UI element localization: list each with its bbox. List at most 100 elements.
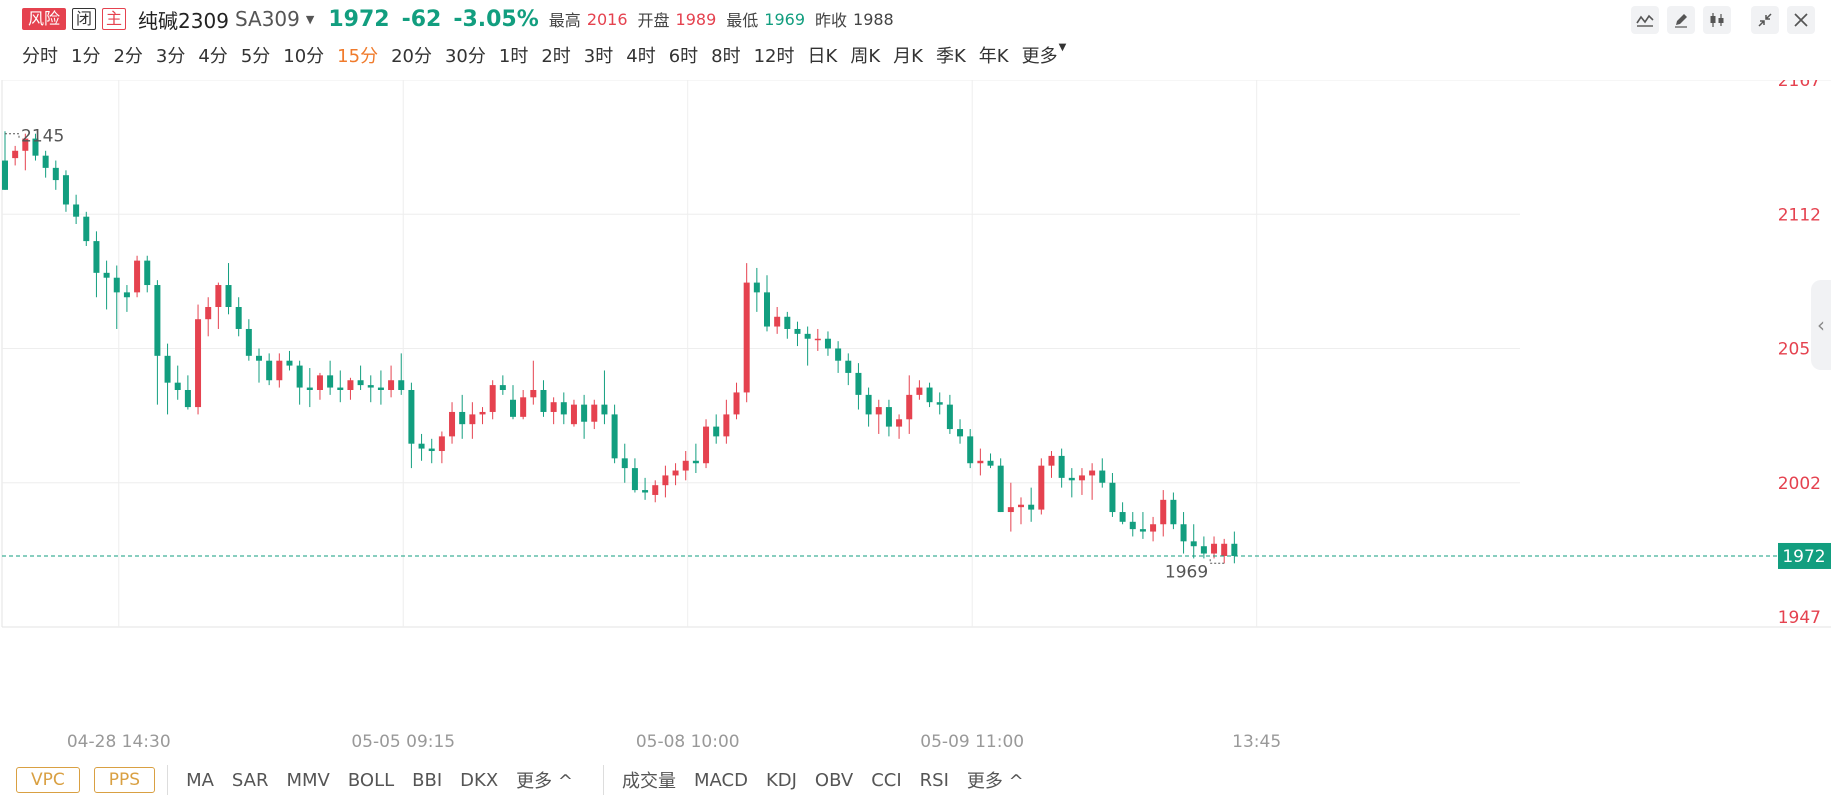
candle-body[interactable] [1109,482,1116,513]
candle-body[interactable] [672,470,679,476]
candle-body[interactable] [885,407,892,427]
candle-body[interactable] [316,375,323,390]
period-8[interactable]: 20分 [391,46,432,67]
main-indicator-mmv[interactable]: MMV [286,769,330,791]
candle-body[interactable] [184,389,191,408]
candle-body[interactable] [1078,475,1085,481]
candle-body[interactable] [723,414,730,437]
candle-body[interactable] [377,387,384,390]
pencil-icon[interactable] [1667,6,1695,34]
candle-body[interactable] [936,402,943,405]
collapse-icon[interactable] [1751,6,1779,34]
candle-body[interactable] [845,360,852,373]
candle-body[interactable] [195,319,202,408]
sub-indicator-3[interactable]: OBV [814,769,854,791]
period-4[interactable]: 4分 [198,46,228,67]
candle-body[interactable] [1038,465,1045,510]
candle-body[interactable] [1231,543,1238,556]
sub-indicator-1[interactable]: MACD [693,769,748,791]
candle-body[interactable] [276,360,283,381]
candle-body[interactable] [215,285,222,308]
kline-chart[interactable]: 2167 2112 2057 2002 1947 04-28 14:30 05-05 09:… [0,80,1831,756]
candle-body[interactable] [1150,524,1157,532]
candle-body[interactable] [12,150,19,159]
candle-body[interactable] [946,404,953,430]
candle-body[interactable] [692,460,699,464]
period-11[interactable]: 2时 [541,46,571,67]
period-20[interactable]: 季K [935,46,966,67]
candle-body[interactable] [337,387,344,390]
candle-body[interactable] [1089,470,1096,476]
candle-body[interactable] [205,307,212,320]
candle-body[interactable] [1180,524,1187,542]
candle-body[interactable] [1048,455,1055,466]
candle-body[interactable] [327,375,334,388]
candle-body[interactable] [713,426,720,437]
candle-body[interactable] [957,429,964,437]
candle-body[interactable] [42,155,49,168]
candle-body[interactable] [22,138,29,151]
main-indicator-dkx[interactable]: DKX [460,769,499,791]
candle-body[interactable] [357,380,364,386]
candle-body[interactable] [916,387,923,395]
period-9[interactable]: 30分 [444,46,486,67]
candle-body[interactable] [408,389,415,444]
candle-body[interactable] [174,382,181,390]
period-12[interactable]: 3时 [583,46,614,67]
candle-body[interactable] [225,285,232,308]
candle-body[interactable] [824,338,831,349]
candle-body[interactable] [1119,512,1126,522]
candle-body[interactable] [1211,543,1218,554]
sub-indicator-5[interactable]: RSI [919,769,949,791]
candle-body[interactable] [286,360,293,366]
candle-body[interactable] [784,316,791,329]
period-17[interactable]: 日K [807,46,838,67]
candle-body[interactable] [144,260,151,286]
close-icon[interactable] [1787,6,1815,34]
candle-body[interactable] [530,389,537,398]
period-6[interactable]: 10分 [283,46,325,67]
candle-body[interactable] [570,404,577,425]
candle-body[interactable] [1170,499,1177,525]
main-indicator-sar[interactable]: SAR [231,769,269,791]
candle-body[interactable] [438,436,445,452]
candle-body[interactable] [398,380,405,390]
candlestick-icon[interactable] [1703,6,1731,34]
candle-body[interactable] [743,282,750,393]
sub-indicator-more[interactable]: 更多 ^ [966,771,1024,792]
period-7[interactable]: 15分 [337,46,379,67]
period-14[interactable]: 6时 [668,46,699,67]
candle-body[interactable] [1099,470,1106,483]
sub-indicator-2[interactable]: KDJ [765,769,797,791]
candle-body[interactable] [764,292,770,327]
candle-body[interactable] [540,389,547,412]
main-button-vpc[interactable]: VPC [16,767,80,793]
candle-body[interactable] [367,385,374,388]
candle-body[interactable] [601,404,608,415]
candle-body[interactable] [134,260,141,293]
candle-body[interactable] [621,458,628,469]
candle-body[interactable] [2,160,8,190]
candle-body[interactable] [814,338,821,341]
candle-body[interactable] [865,394,872,415]
candle-body[interactable] [469,414,476,425]
candle-body[interactable] [388,380,395,390]
main-indicator-bbi[interactable]: BBI [412,769,443,791]
candle-body[interactable] [296,365,303,388]
candle-body[interactable] [1028,504,1035,510]
candle-body[interactable] [245,328,252,356]
candle-body[interactable] [733,392,740,415]
candle-body[interactable] [32,138,39,156]
candle-body[interactable] [855,372,862,395]
candle-body[interactable] [428,448,435,452]
candle-body[interactable] [967,436,974,464]
period-22[interactable]: 更多 [1021,46,1058,67]
candle-body[interactable] [1058,455,1065,478]
period-0[interactable]: 分时 [22,46,58,67]
candle-body[interactable] [489,385,496,412]
candle-body[interactable] [154,285,161,356]
candle-body[interactable] [499,385,506,390]
candle-body[interactable] [235,307,242,329]
period-15[interactable]: 8时 [711,46,741,67]
main-indicator-more[interactable]: 更多 ^ [516,771,573,792]
